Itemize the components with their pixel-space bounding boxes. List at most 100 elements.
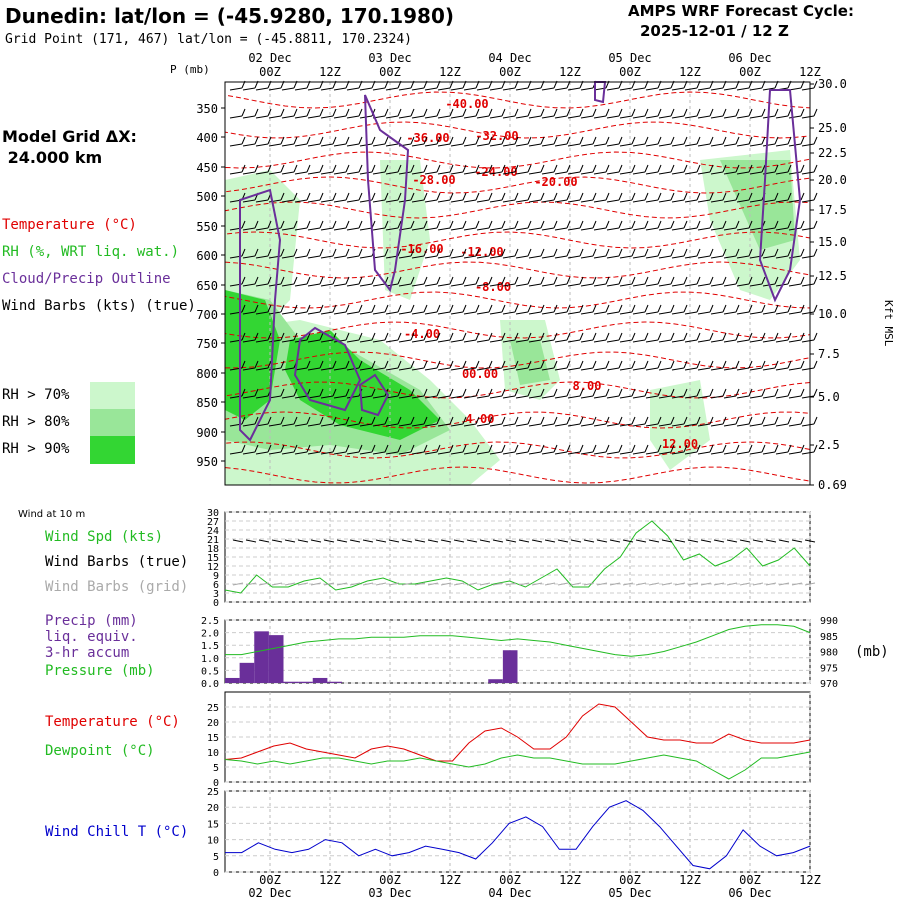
barb-staff — [333, 115, 347, 119]
barb-flag — [709, 304, 714, 313]
cross-wind-barb — [528, 444, 545, 455]
barb-staff — [424, 255, 438, 259]
barb-flag — [423, 136, 428, 145]
barb-staff — [424, 395, 438, 399]
barb-flag — [709, 388, 714, 397]
barb-flag — [787, 248, 792, 257]
barb-staff — [502, 255, 516, 259]
barb-flag — [592, 192, 597, 201]
cross-wind-barb — [775, 360, 792, 371]
cross-wind-barb — [580, 332, 597, 343]
wind10-grid-barb — [713, 582, 725, 586]
barb-staff — [749, 283, 763, 287]
cross-wind-barb — [541, 164, 558, 175]
barb-staff — [567, 171, 581, 175]
barb-staff — [320, 367, 334, 371]
barb-flag — [722, 276, 727, 285]
cross-wind-barb — [528, 276, 545, 287]
barb-flag — [735, 444, 740, 453]
barb-staff — [775, 339, 789, 343]
cross-wind-barb — [801, 332, 818, 343]
cross-wind-barb — [606, 304, 623, 315]
barb-staff — [541, 367, 555, 371]
chill-ytick-0: 0 — [213, 868, 219, 879]
cross-wind-barb — [489, 304, 506, 315]
barb-flag — [800, 416, 805, 425]
barb-flag — [774, 304, 779, 313]
wind10-grid-barb — [271, 582, 283, 586]
barb-flag — [449, 304, 454, 313]
barb-flag — [579, 388, 584, 397]
barb-staff — [424, 199, 438, 203]
barb-staff — [294, 311, 308, 315]
barb-staff — [437, 227, 451, 231]
barb-staff — [710, 339, 724, 343]
barb-flag — [371, 416, 376, 425]
pressure-tick-350: 350 — [196, 102, 218, 116]
barb-flag — [787, 360, 792, 369]
barb-staff — [658, 367, 672, 371]
barb-flag — [371, 164, 376, 173]
barb-staff — [736, 451, 750, 455]
cross-wind-barb — [645, 136, 662, 147]
bottom-time-tick-3: 12Z — [439, 873, 461, 887]
barb-staff — [697, 339, 711, 343]
cross-wind-barb — [229, 136, 246, 147]
barb-staff — [489, 395, 503, 399]
cross-wind-barb — [294, 164, 311, 175]
barb-flag — [748, 304, 753, 313]
barb-staff — [775, 367, 789, 371]
barb-staff — [801, 451, 815, 455]
barb-staff — [593, 171, 607, 175]
cross-wind-barb — [788, 108, 805, 119]
cross-wind-barb — [580, 248, 597, 259]
barb-staff — [463, 199, 477, 203]
barb-staff — [385, 311, 399, 315]
barb-staff — [619, 227, 633, 231]
barb-flag — [514, 220, 519, 229]
barb-staff — [411, 171, 425, 175]
barb-staff — [788, 87, 802, 91]
barb-flag — [527, 332, 532, 341]
barb-flag — [735, 220, 740, 229]
barb-staff — [463, 367, 477, 371]
cross-wind-barb — [255, 108, 272, 119]
barb-flag — [722, 164, 727, 173]
wind10-barb — [557, 539, 569, 543]
barb-flag — [241, 444, 246, 453]
wind10-barb — [765, 539, 777, 543]
kft-axis-label: Kft MSL — [882, 300, 895, 347]
cross-wind-barb — [502, 360, 519, 371]
barb-staff — [346, 283, 360, 287]
barb-flag — [397, 164, 402, 173]
barb-flag — [319, 332, 324, 341]
barb-staff — [580, 395, 594, 399]
barb-staff — [749, 395, 763, 399]
barb-staff — [658, 199, 672, 203]
barb-flag — [280, 220, 285, 229]
barb-flag — [540, 248, 545, 257]
cross-wind-barb — [437, 444, 454, 455]
barb-flag — [306, 416, 311, 425]
temp-contour-label-11: 8.00 — [573, 379, 602, 393]
cross-wind-barb — [658, 276, 675, 287]
cross-time-tick-9: 12Z — [799, 65, 821, 79]
barb-flag — [735, 388, 740, 397]
cross-wind-barb — [697, 136, 714, 147]
barb-flag — [748, 220, 753, 229]
barb-flag — [787, 416, 792, 425]
barb-staff — [411, 227, 425, 231]
barb-staff — [502, 283, 516, 287]
barb-flag — [280, 108, 285, 117]
barb-staff — [801, 143, 815, 147]
barb-flag — [241, 136, 246, 145]
barb-flag — [410, 416, 415, 425]
barb-flag — [748, 444, 753, 453]
barb-staff — [606, 199, 620, 203]
temp-contour-1 — [224, 121, 811, 139]
barb-staff — [294, 115, 308, 119]
barb-flag — [306, 332, 311, 341]
barb-staff — [593, 339, 607, 343]
barb-staff — [528, 367, 542, 371]
barb-flag — [618, 388, 623, 397]
